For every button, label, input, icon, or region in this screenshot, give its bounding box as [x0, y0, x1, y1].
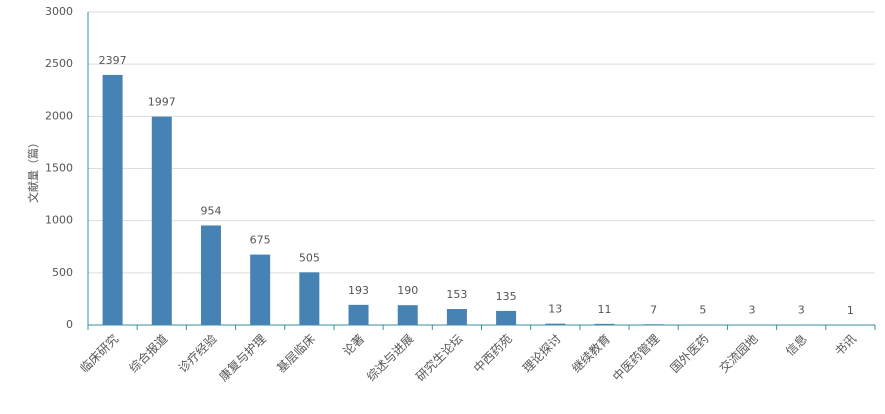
x-tick-label: 诊疗经验	[175, 331, 220, 376]
data-label: 13	[548, 303, 562, 316]
data-label: 193	[348, 284, 369, 297]
bar	[397, 305, 418, 325]
data-label: 153	[446, 288, 467, 301]
x-tick-label: 中医药管理	[609, 331, 662, 384]
bar	[446, 309, 467, 325]
x-tick-label: 研究生论坛	[412, 331, 465, 384]
bar	[299, 272, 320, 325]
data-label: 135	[496, 290, 517, 303]
data-label: 11	[597, 303, 611, 316]
y-tick-label: 3000	[45, 5, 73, 18]
x-tick-label: 综述与进展	[364, 332, 416, 384]
x-tick-label: 信息	[782, 331, 810, 359]
x-tick-label: 理论探讨	[520, 332, 564, 376]
data-label: 1	[847, 304, 854, 317]
x-tick-label: 中西药苑	[470, 331, 515, 376]
bar	[643, 324, 664, 325]
data-label: 3	[749, 304, 756, 317]
y-tick-label: 2500	[45, 57, 73, 70]
x-tick-label: 交流园地	[716, 331, 761, 376]
data-label: 7	[650, 303, 657, 316]
data-label: 3	[798, 304, 805, 317]
data-label: 1997	[148, 96, 176, 109]
bar	[594, 323, 615, 325]
bar	[496, 310, 517, 325]
y-tick-label: 2000	[45, 109, 73, 122]
data-label: 2397	[99, 54, 127, 67]
y-tick-label: 1500	[45, 162, 73, 175]
data-label: 5	[699, 303, 706, 316]
bar	[151, 116, 172, 325]
bar	[545, 323, 566, 325]
data-label: 675	[250, 234, 271, 247]
x-tick-label: 基层临床	[274, 332, 318, 376]
x-tick-label: 继续教育	[569, 331, 614, 376]
bar	[102, 74, 123, 326]
data-label: 190	[397, 284, 418, 297]
bar	[200, 225, 221, 325]
y-tick-label: 500	[52, 266, 73, 279]
data-label: 954	[200, 204, 221, 217]
x-tick-label: 临床研究	[77, 331, 122, 376]
y-tick-label: 0	[66, 318, 73, 331]
x-tick-label: 康复与护理	[216, 331, 269, 384]
bar	[692, 324, 713, 325]
bar	[250, 254, 271, 325]
x-tick-label: 国外医药	[668, 332, 712, 376]
bar	[348, 304, 369, 325]
y-tick-label: 1000	[45, 214, 73, 227]
data-label: 505	[299, 251, 320, 264]
y-axis-label: 文献量（篇）	[26, 137, 40, 203]
x-tick-label: 综合报道	[126, 331, 171, 376]
x-tick-label: 书讯	[832, 332, 859, 359]
x-tick-label: 论著	[340, 332, 367, 359]
